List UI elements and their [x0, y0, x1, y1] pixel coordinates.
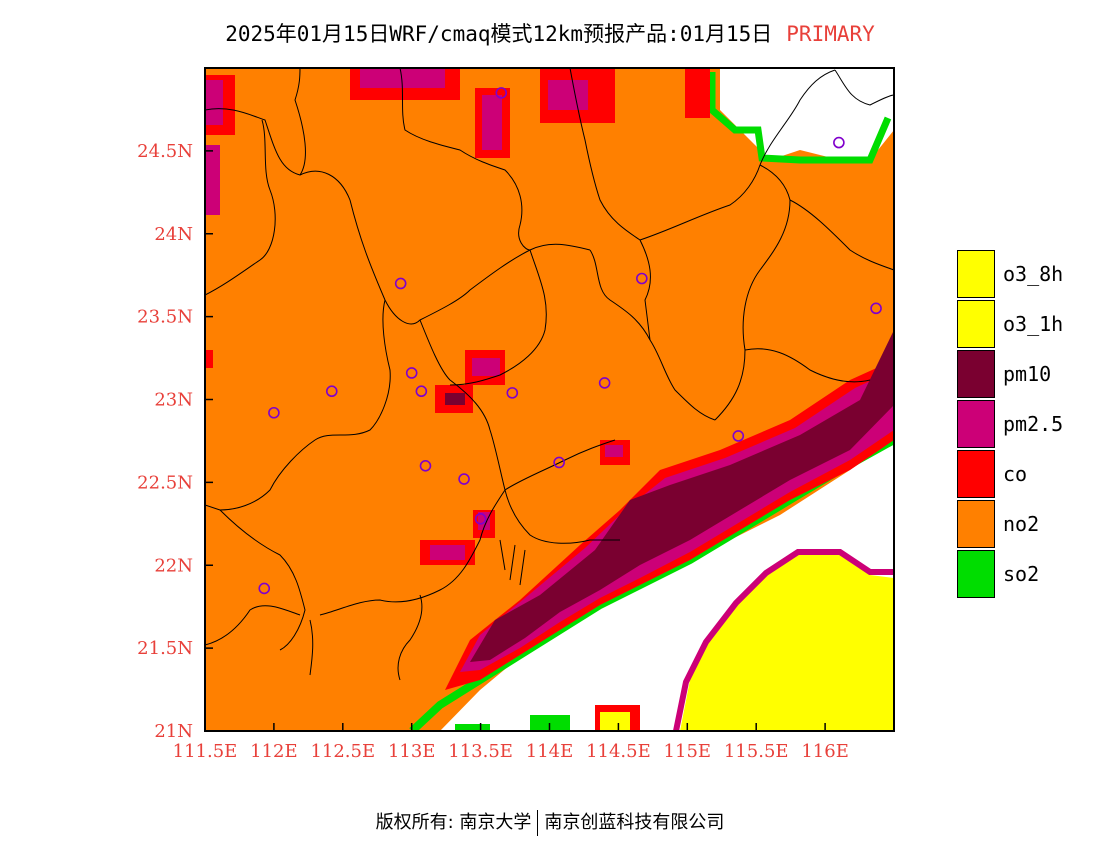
station-marker: [833, 136, 845, 149]
x-tick-label: 111.5E: [173, 741, 238, 762]
y-axis: 21N 21.5N 22N 22.5N 23N 23.5N 24N 24.5N: [137, 141, 213, 742]
title-main: 2025年01月15日WRF/cmaq模式12km预报产品:01月15日: [225, 22, 773, 46]
legend-item: o3_8h: [957, 249, 1063, 299]
y-tick-label: 24N: [154, 224, 193, 245]
legend-label: so2: [1003, 562, 1040, 586]
station-marker: [394, 277, 407, 290]
y-tick-label: 22N: [154, 555, 193, 576]
station-marker: [415, 385, 428, 398]
y-tick-label: 24.5N: [137, 141, 193, 162]
legend-label: o3_1h: [1003, 312, 1064, 336]
o3-edge: [673, 549, 894, 731]
northeast-blank: [720, 68, 894, 160]
station-marker: [598, 377, 611, 389]
legend-item: no2: [957, 499, 1063, 549]
y-tick-label: 22.5N: [137, 472, 193, 493]
admin-boundaries: [205, 68, 894, 681]
hotspot-patch: [445, 393, 465, 405]
station-marker: [458, 473, 470, 485]
station-marker: [405, 367, 418, 379]
station-marker: [870, 302, 882, 315]
x-tick-label: 115.5E: [724, 741, 789, 762]
sea-patch: [455, 724, 490, 731]
legend-swatch: [957, 249, 995, 298]
hotspot-patch: [205, 80, 223, 125]
legend-swatch: [957, 299, 995, 348]
x-tick-label: 112E: [250, 741, 298, 762]
station-marker: [419, 459, 432, 472]
hotspot-patch: [205, 145, 220, 215]
y-tick-label: 21.5N: [137, 638, 193, 659]
x-axis: 111.5E 112E 112.5E 113E 113.5E 114E 114.5E 115E…: [173, 723, 849, 762]
x-tick-label: 114E: [526, 741, 574, 762]
footer: 版权所有: 南京大学 南京创蓝科技有限公司: [0, 808, 1100, 836]
station-marker: [636, 272, 648, 285]
legend-label: o3_8h: [1003, 262, 1064, 286]
legend-swatch: [957, 449, 995, 498]
station-marker: [506, 387, 519, 399]
legend-swatch: [957, 349, 995, 398]
legend: o3_8h o3_1h pm10 pm2.5 co no2 so2: [957, 249, 1063, 599]
y-tick-label: 21N: [154, 721, 193, 742]
x-tick-label: 112.5E: [310, 741, 375, 762]
hotspot-patch: [360, 68, 445, 88]
footer-separator: [537, 810, 539, 836]
sea-patch: [600, 712, 630, 731]
hotspot-patch: [482, 95, 502, 150]
x-tick-label: 114.5E: [586, 741, 651, 762]
hotspot-patch: [478, 512, 490, 530]
legend-label: no2: [1003, 512, 1040, 536]
legend-item: pm10: [957, 349, 1063, 399]
hotspot-patch: [430, 545, 465, 560]
hotspot-patch: [205, 350, 213, 368]
station-markers: [258, 87, 882, 595]
x-tick-label: 113E: [388, 741, 436, 762]
map-title: 2025年01月15日WRF/cmaq模式12km预报产品:01月15日 PRIM…: [0, 18, 1100, 48]
legend-swatch: [957, 499, 995, 548]
x-tick-label: 116E: [801, 741, 849, 762]
station-marker: [325, 385, 338, 398]
station-marker: [553, 456, 565, 469]
title-primary-tag: PRIMARY: [786, 22, 875, 46]
legend-label: pm10: [1003, 362, 1052, 386]
legend-item: pm2.5: [957, 399, 1063, 449]
o3-region: [680, 552, 894, 731]
legend-label: co: [1003, 462, 1028, 486]
hotspot-patch: [472, 358, 500, 376]
station-marker: [495, 87, 508, 99]
legend-swatch: [957, 399, 995, 448]
legend-swatch: [957, 549, 995, 598]
hotspot-patch: [605, 445, 623, 457]
station-marker: [474, 513, 487, 525]
legend-item: o3_1h: [957, 299, 1063, 349]
station-marker: [258, 582, 271, 595]
map-field: [205, 68, 894, 731]
x-tick-label: 113.5E: [448, 741, 513, 762]
northeast-green-edge: [708, 72, 892, 164]
y-tick-label: 23N: [154, 390, 193, 411]
pm10-band: [470, 330, 894, 662]
footer-left: 版权所有: 南京大学: [375, 812, 532, 833]
hotspot-patch: [548, 80, 588, 110]
hotspot-patch: [685, 68, 710, 118]
station-marker: [732, 430, 745, 442]
legend-item: co: [957, 449, 1063, 499]
x-tick-label: 115E: [664, 741, 712, 762]
station-marker: [268, 406, 280, 419]
footer-right: 南京创蓝科技有限公司: [544, 812, 725, 833]
legend-item: so2: [957, 549, 1063, 599]
legend-label: pm2.5: [1003, 412, 1064, 436]
y-tick-label: 23.5N: [137, 307, 193, 328]
